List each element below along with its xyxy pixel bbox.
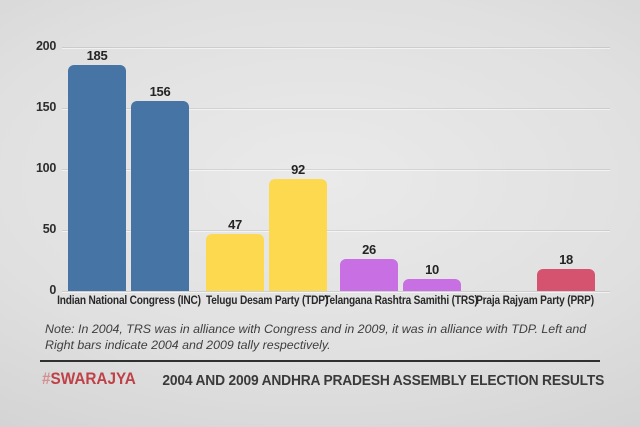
category-label-tdp: Telugu Desam Party (TDP) <box>205 295 328 307</box>
swarajya-logo: #SWARAJYA <box>42 369 136 389</box>
note-text: Note: In 2004, TRS was in alliance with … <box>45 322 587 352</box>
y-axis-tick-0: 0 <box>49 283 56 297</box>
bar-prp-2009 <box>537 269 595 291</box>
bar-inc-2004 <box>68 65 126 291</box>
bar-value-tdp-2004: 47 <box>228 217 242 232</box>
bar-inc-2009 <box>131 101 189 291</box>
brand-name: SWARAJYA <box>50 369 136 388</box>
gridline-100 <box>62 169 610 170</box>
bar-trs-2009 <box>403 279 461 291</box>
bar-value-inc-2004: 185 <box>86 48 108 63</box>
gridline-0 <box>62 291 610 292</box>
gridline-50 <box>62 230 610 231</box>
bar-tdp-2004 <box>206 234 264 291</box>
bar-value-tdp-2009: 92 <box>291 162 305 177</box>
y-axis-tick-100: 100 <box>36 161 56 175</box>
bar-value-trs-2004: 26 <box>362 242 376 257</box>
chart-title: 2004 AND 2009 ANDHRA PRADESH ASSEMBLY EL… <box>162 372 604 389</box>
bar-trs-2004 <box>340 259 398 291</box>
category-label-inc: Indian National Congress (INC) <box>56 295 201 307</box>
y-axis-tick-50: 50 <box>42 222 57 236</box>
brand-hash: # <box>42 369 51 388</box>
y-axis-tick-150: 150 <box>36 100 56 114</box>
y-axis-tick-200: 200 <box>36 39 56 53</box>
category-label-prp: Praja Rajyam Party (PRP) <box>475 295 594 307</box>
category-label-trs: Telangana Rashtra Samithi (TRS) <box>323 295 478 307</box>
bar-value-inc-2009: 156 <box>149 84 171 99</box>
gridline-150 <box>62 108 610 109</box>
bar-value-prp-2009: 18 <box>559 252 573 267</box>
bar-tdp-2009 <box>269 179 327 291</box>
bar-value-trs-2009: 10 <box>425 262 439 277</box>
gridline-200 <box>62 47 610 48</box>
footer-divider <box>40 360 600 362</box>
